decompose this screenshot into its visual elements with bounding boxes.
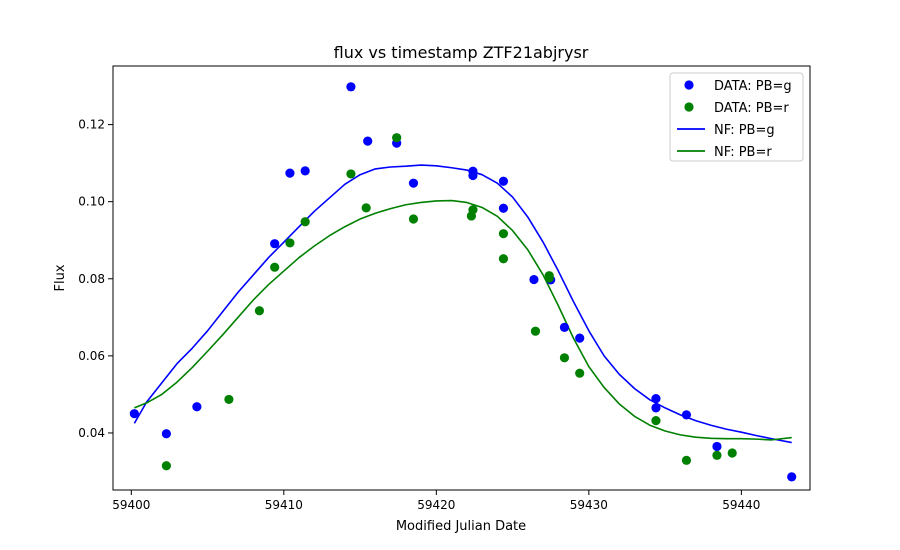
data-point-g [529,274,539,285]
data-point-r [651,416,661,426]
x-tick-label: 59420 [417,498,455,512]
x-tick-label: 59400 [112,498,150,512]
y-tick-label: 0.04 [78,426,105,440]
y-tick-label: 0.06 [78,349,105,363]
series-line-g [133,164,792,444]
x-tick-label: 59440 [722,498,760,512]
y-tick-label: 0.12 [78,118,105,132]
series-line-r [134,199,792,441]
legend-marker [684,80,694,90]
data-point-g [498,176,509,186]
data-point-g [161,429,171,439]
data-point-r [224,394,234,405]
y-axis-label: Flux [53,264,68,291]
data-point-g [575,333,585,343]
data-point-g [300,166,310,176]
legend-label: NF: PB=r [714,145,772,160]
data-point-g [651,394,661,404]
data-point-g [712,441,722,452]
legend-box [669,72,804,162]
data-point-r [285,238,295,248]
x-tick-label: 59430 [570,498,608,512]
data-point-r [361,203,371,213]
data-point-g [346,82,356,92]
legend-entry: DATA: PB=r [684,101,789,116]
data-point-r [498,229,509,239]
data-point-g [498,203,509,213]
data-point-g [363,136,373,146]
data-point-g [651,403,661,413]
y-tick-label: 0.08 [78,272,105,286]
data-point-r [346,169,356,179]
legend-entry: DATA: PB=g [684,79,792,94]
legend: DATA: PB=g DATA: PB=r NF: PB=g NF: PB=r [669,72,804,162]
data-point-r [712,450,722,460]
data-point-r [408,214,419,224]
data-point-r [254,306,265,316]
data-point-r [681,455,692,465]
data-point-g [468,170,478,181]
data-point-r [270,262,280,272]
plot-area [129,82,797,482]
legend-entry: NF: PB=r [677,145,772,160]
data-point-r [544,273,554,283]
data-point-g [129,409,139,419]
legend-label: DATA: PB=g [714,79,792,94]
data-point-g [408,178,419,188]
data-point-g [559,322,570,332]
legend-label: NF: PB=g [714,123,775,138]
data-point-r [468,205,478,215]
x-tick-label: 59410 [265,498,303,512]
legend-label: DATA: PB=r [714,101,789,116]
legend-marker [684,102,694,112]
data-point-r [727,448,737,458]
data-point-r [300,217,310,227]
legend-entry: NF: PB=g [677,123,775,138]
data-point-r [559,353,570,363]
data-point-r [498,254,509,264]
x-axis-label: Modified Julian Date [396,519,526,534]
data-point-g [787,472,797,482]
data-point-r [161,461,171,471]
data-point-r [392,133,402,143]
data-point-g [192,402,202,412]
data-point-g [270,239,280,249]
data-point-g [681,410,692,420]
chart-title: flux vs timestamp ZTF21abjrysr [334,43,589,62]
data-point-r [530,326,541,336]
axes-frame [112,65,811,491]
axes: 59400 59410 59420 59430 59440 0.04 0.06 0.08 0.1… [78,65,811,512]
data-point-r [575,368,585,378]
y-tick-label: 0.10 [78,195,105,209]
data-point-g [285,168,295,178]
